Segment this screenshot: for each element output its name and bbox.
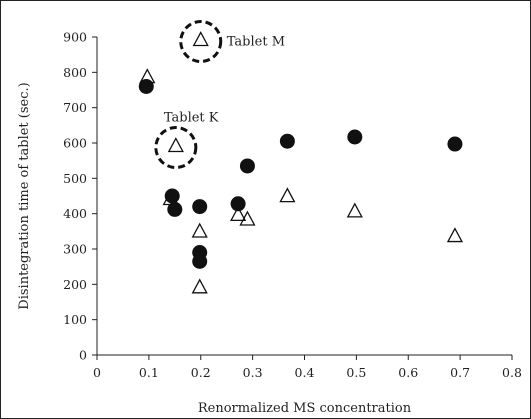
open-triangle-point [279, 187, 296, 203]
x-tick-label: 0 [93, 365, 101, 380]
annotations: Tablet M Tablet K [154, 20, 285, 170]
filled-circle-point [167, 201, 183, 217]
x-tick-label: 0.2 [191, 365, 211, 380]
x-tick-label: 0.6 [398, 365, 418, 380]
open-triangle-point [446, 227, 464, 243]
filled-circle-point [230, 196, 246, 212]
annotation-label: Tablet K [164, 111, 219, 126]
x-axis-label: Renormalized MS concentration [198, 401, 412, 416]
x-tick-label: 0.1 [139, 365, 159, 380]
open-triangle-point [139, 68, 156, 84]
y-axis-label: Disintegration time of tablet (sec.) [17, 82, 32, 309]
y-tick-label: 200 [63, 277, 87, 292]
x-tick-label: 0.8 [502, 365, 522, 380]
y-tick-label: 0 [79, 348, 87, 363]
y-tick-label: 800 [63, 65, 87, 80]
open-triangle-point [167, 137, 184, 153]
y-tick-label: 900 [63, 30, 87, 45]
filled-circle-point [279, 133, 295, 149]
filled-circle-point [192, 253, 208, 269]
axes [96, 37, 512, 356]
y-tick-label: 300 [63, 242, 87, 257]
x-tick-label: 0.5 [346, 365, 366, 380]
open-triangle-point [162, 190, 179, 206]
x-tick-label: 0.4 [295, 365, 315, 380]
annotation-dashed-circle [179, 20, 223, 64]
filled-circle-point [347, 129, 363, 145]
x-tick-label: 0.3 [243, 365, 263, 380]
y-tick-label: 500 [63, 171, 87, 186]
filled-circle-point [164, 188, 180, 204]
open-triangle-point [230, 206, 247, 222]
filled-circle-point [239, 158, 255, 174]
y-tick-label: 400 [63, 206, 87, 221]
open-triangle-point [346, 202, 363, 218]
open-triangle-point [191, 222, 208, 238]
y-tick-label: 600 [63, 136, 87, 151]
x-ticks: 0 0.1 0.2 0.3 0.4 0.5 0.6 0.7 0.8 [93, 355, 522, 380]
y-tick-label: 700 [63, 100, 87, 115]
data-marks [138, 31, 464, 294]
filled-circle-point [192, 199, 208, 215]
annotation-label: Tablet M [227, 35, 285, 50]
annotation-dashed-circle [154, 126, 198, 170]
open-triangle-point [239, 210, 256, 226]
y-ticks: 0 100 200 300 400 500 600 700 800 900 [63, 30, 97, 363]
x-tick-label: 0.7 [450, 365, 470, 380]
open-triangle-point [191, 278, 208, 294]
y-tick-label: 100 [63, 312, 87, 327]
open-triangle-point [192, 31, 209, 47]
filled-circle-point [447, 136, 463, 152]
